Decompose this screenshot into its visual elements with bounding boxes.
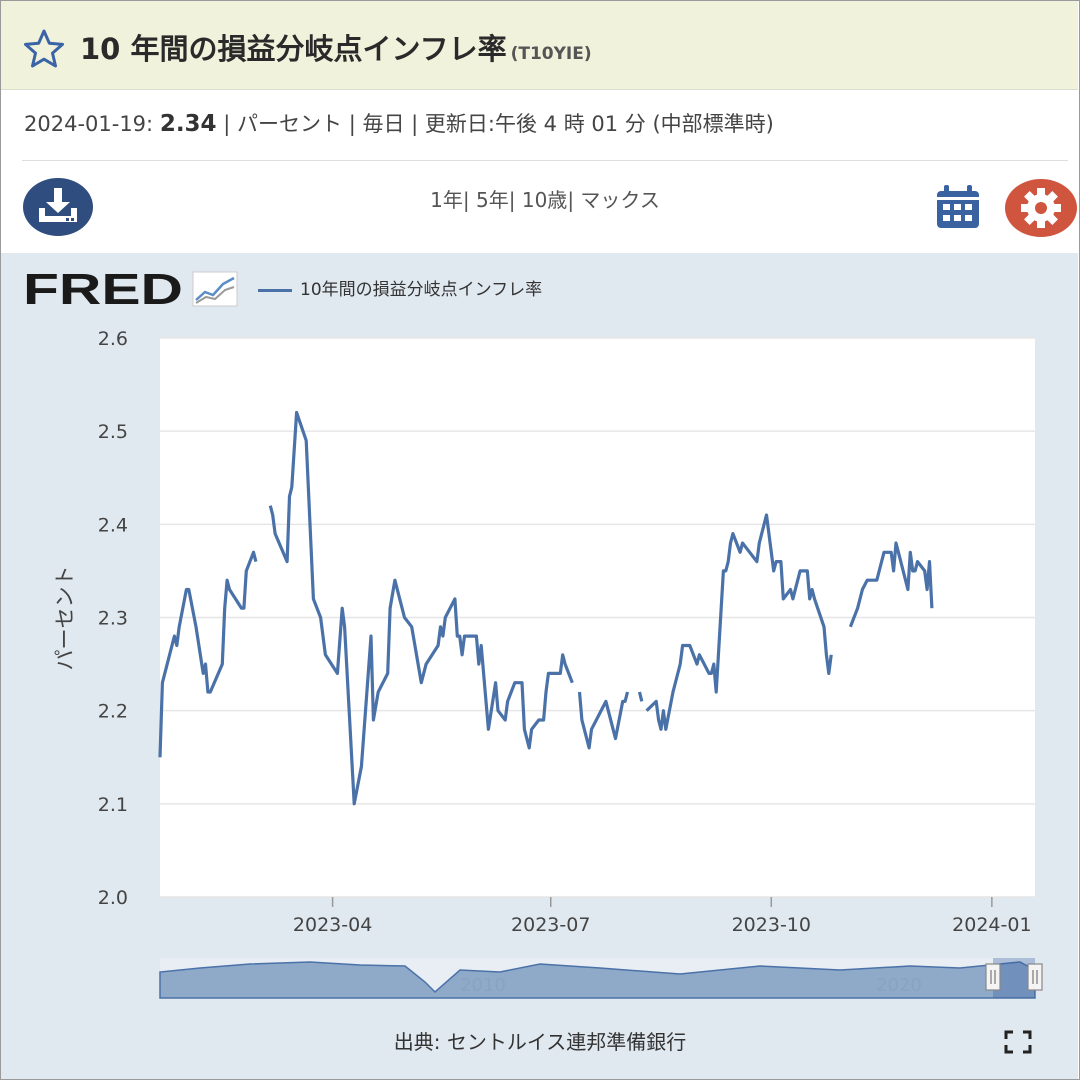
x-tick-label: 2023-04 [293, 914, 372, 936]
chart-logo-icon [192, 271, 238, 307]
y-tick-label: 2.1 [98, 794, 128, 816]
star-icon[interactable] [22, 28, 66, 68]
series-line [645, 513, 833, 731]
series-title: 10 年間の損益分岐点インフレ率 [80, 32, 507, 66]
fullscreen-icon[interactable] [1004, 1030, 1032, 1054]
source-credit: 出典: セントルイス連邦準備銀行 [393, 1030, 687, 1054]
observation-meta: 2024-01-19: 2.34 | パーセント | 毎日 | 更新日:午後 4… [24, 108, 774, 138]
download-button[interactable] [23, 178, 93, 236]
fred-logo: FRED [23, 265, 243, 314]
y-axis-label: パーセント [53, 566, 77, 671]
series-line [637, 691, 644, 702]
divider [22, 160, 1068, 161]
y-tick-label: 2.3 [98, 608, 128, 630]
y-tick-label: 2.6 [98, 328, 128, 350]
series-line [158, 550, 258, 758]
x-tick-label: 2023-10 [732, 914, 811, 936]
range-max[interactable]: マックス [580, 188, 660, 212]
y-tick-label: 2.2 [98, 701, 128, 723]
download-icon [39, 188, 77, 222]
series-line [577, 691, 630, 750]
fred-logo-text: FRED [23, 268, 183, 310]
date-range-selector: 1年| 5年| 10歳| マックス [430, 188, 660, 212]
frequency-label: | 毎日 [348, 112, 405, 136]
observation-date: 2024-01-19: [24, 112, 154, 136]
observation-value: 2.34 [159, 111, 217, 137]
y-tick-label: 2.0 [98, 887, 128, 909]
range-1y[interactable]: 1年 [430, 188, 463, 212]
series-id: (T10YIE) [510, 44, 592, 64]
navigator-year-label: 2010 [460, 975, 506, 996]
page-title: 10 年間の損益分岐点インフレ率 (T10YIE) [80, 26, 592, 68]
series-line [268, 410, 574, 806]
navigator-year-label: 2020 [876, 975, 922, 996]
y-tick-label: 2.4 [98, 514, 128, 536]
unit-label: | パーセント [223, 112, 343, 136]
x-tick-label: 2024-01 [952, 914, 1031, 936]
title-bar [1, 1, 1078, 90]
navigator-handle[interactable] [985, 963, 1001, 991]
chart-legend: 10年間の損益分岐点インフレ率 [258, 275, 542, 300]
series-line [848, 541, 934, 628]
y-tick-label: 2.5 [98, 421, 128, 443]
range-5y[interactable]: 5年 [476, 188, 509, 212]
x-tick-label: 2023-07 [511, 914, 590, 936]
calendar-icon[interactable] [934, 184, 982, 230]
legend-label: 10年間の損益分岐点インフレ率 [300, 280, 543, 300]
gear-icon[interactable] [1004, 178, 1078, 238]
updated-label: | 更新日:午後 4 時 01 分 (中部標準時) [411, 112, 774, 136]
legend-line-swatch [258, 288, 292, 292]
range-10y[interactable]: 10歳 [521, 188, 568, 212]
navigator-handle[interactable] [1027, 963, 1043, 991]
